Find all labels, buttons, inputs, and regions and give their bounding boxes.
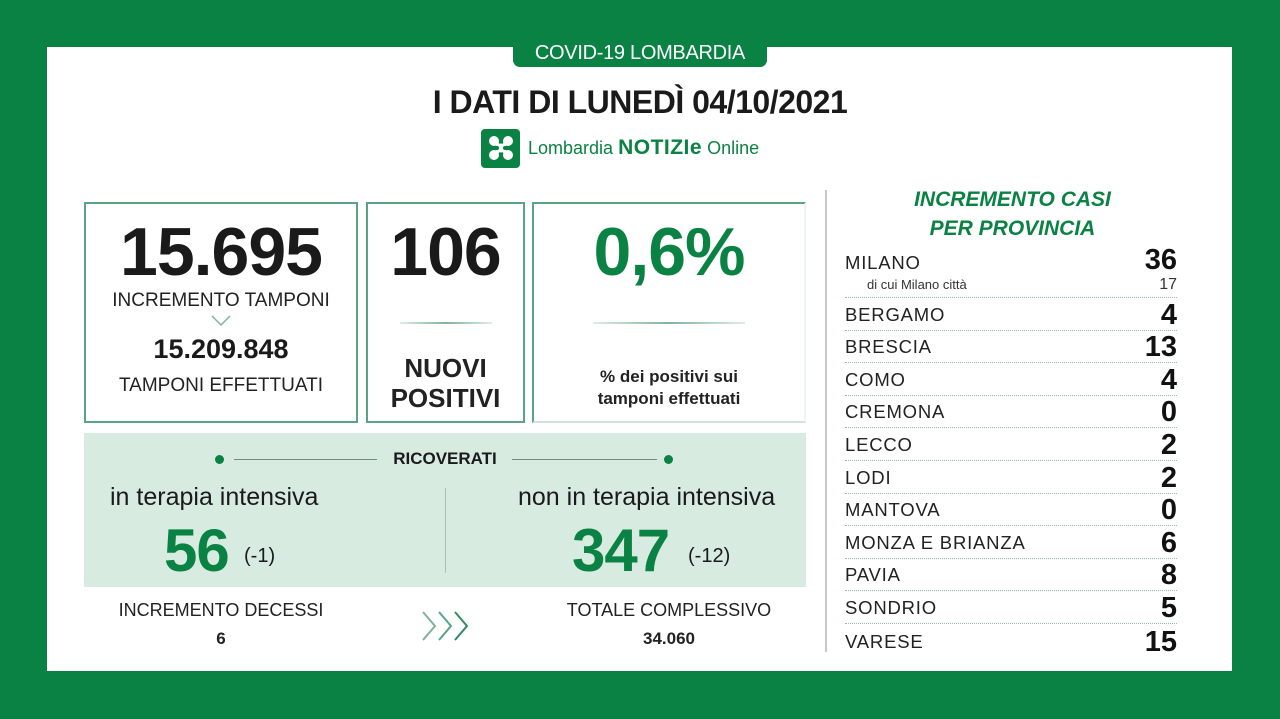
province-name: SONDRIO (845, 596, 937, 618)
province-row: SONDRIO 5 (845, 591, 1177, 624)
header-badge: COVID-19 LOMBARDIA (513, 40, 767, 67)
province-name: MANTOVA (845, 499, 941, 521)
lombardia-notizie-logo: Lombardia NOTIZIe Online (481, 128, 759, 168)
province-value: 2 (1160, 428, 1177, 461)
percentuale-box: 0,6% % dei positivi sui tamponi effettua… (532, 202, 806, 423)
divider (593, 322, 745, 324)
ricoverati-title: RICOVERATI (393, 449, 497, 468)
chevron-down-icon (86, 314, 356, 330)
non-terapia-intensiva-label: non in terapia intensiva (518, 483, 776, 511)
vertical-divider (445, 488, 446, 573)
province-row: CREMONA 0 (845, 396, 1177, 429)
province-row: MANTOVA 0 (845, 494, 1177, 527)
nuovi-positivi-label-line2: POSITIVI (390, 382, 501, 413)
ricoverati-header: RICOVERATI (84, 449, 806, 469)
percentuale-value: 0,6% (593, 214, 746, 290)
non-terapia-intensiva-value: 347 (572, 517, 670, 584)
province-value: 36 (1144, 244, 1177, 276)
lombardia-cross-icon (481, 128, 520, 168)
province-value: 8 (1160, 559, 1177, 592)
triple-chevron-right-icon (419, 608, 475, 649)
percentuale-label-line1: % dei positivi sui (600, 367, 738, 386)
province-title-line1: INCREMENTO CASI (914, 188, 1111, 211)
nuovi-positivi-label: NUOVI POSITIVI (368, 353, 523, 414)
province-value: 0 (1160, 494, 1177, 527)
province-row: VARESE 15 (845, 624, 1177, 657)
logo-text-online: Online (702, 138, 760, 158)
milano-citta-label: di cui Milano città (867, 277, 967, 292)
divider (399, 322, 492, 324)
province-row: LODI 2 (845, 461, 1177, 494)
milano-citta-value: 17 (1159, 276, 1177, 293)
province-value: 4 (1160, 363, 1177, 396)
province-name: LODI (845, 466, 892, 488)
province-value: 4 (1160, 298, 1177, 331)
dot-icon (664, 455, 673, 464)
page-title: I DATI DI LUNEDÌ 04/10/2021 (432, 84, 848, 120)
decessi-value: 6 (216, 629, 226, 648)
logo-text: Lombardia NOTIZIe Online (528, 136, 759, 160)
province-row: LECCO 2 (845, 428, 1177, 461)
nuovi-positivi-box: 106 NUOVI POSITIVI (366, 202, 525, 423)
province-list: MILANO 36 di cui Milano città 17 BERGAMO… (845, 245, 1177, 657)
province-name: VARESE (845, 630, 924, 652)
province-name: MILANO (845, 252, 921, 273)
province-row-milano: MILANO 36 di cui Milano città 17 (845, 245, 1177, 298)
province-value: 13 (1144, 331, 1177, 364)
terapia-intensiva-value: 56 (164, 517, 230, 584)
province-name: LECCO (845, 433, 913, 455)
province-title-line2: PER PROVINCIA (929, 217, 1096, 241)
nuovi-positivi-value: 106 (390, 214, 501, 290)
connector-line (234, 459, 377, 460)
nuovi-positivi-label-line1: NUOVI (404, 353, 487, 383)
logo-text-notizie: NOTIZIe (618, 136, 703, 159)
province-value: 5 (1160, 591, 1177, 624)
tamponi-total-value: 15.209.848 (153, 334, 289, 364)
totale-complessivo-label: TOTALE COMPLESSIVO (566, 600, 772, 620)
tamponi-increment-value: 15.695 (120, 214, 323, 290)
province-row: PAVIA 8 (845, 559, 1177, 592)
province-name: BRESCIA (845, 336, 932, 358)
province-value: 6 (1160, 526, 1177, 559)
decessi-label: INCREMENTO DECESSI (118, 600, 324, 620)
tamponi-increment-label: INCREMENTO TAMPONI (112, 290, 330, 311)
tamponi-box: 15.695 INCREMENTO TAMPONI 15.209.848 TAM… (84, 202, 358, 423)
province-value: 2 (1160, 461, 1177, 494)
province-row: MONZA E BRIANZA 6 (845, 526, 1177, 559)
connector-line (512, 459, 657, 460)
terapia-intensiva-delta: (-1) (244, 545, 276, 567)
ricoverati-panel: RICOVERATI in terapia intensiva 56 (-1) … (84, 433, 806, 587)
province-row: BRESCIA 13 (845, 331, 1177, 364)
province-value: 0 (1160, 396, 1177, 429)
tamponi-total-label: TAMPONI EFFETTUATI (118, 375, 324, 396)
province-name: PAVIA (845, 564, 901, 586)
logo-text-lombardia: Lombardia (528, 138, 619, 158)
province-name: COMO (845, 368, 906, 390)
province-row: BERGAMO 4 (845, 298, 1177, 331)
province-name: MONZA E BRIANZA (845, 531, 1026, 553)
totale-complessivo-value: 34.060 (643, 629, 695, 648)
province-title: INCREMENTO CASI PER PROVINCIA (860, 185, 1165, 244)
column-divider (825, 190, 827, 652)
province-value: 15 (1144, 625, 1177, 658)
province-name: BERGAMO (845, 303, 946, 325)
terapia-intensiva-label: in terapia intensiva (110, 483, 319, 511)
non-terapia-intensiva-delta: (-12) (688, 545, 731, 567)
province-name: CREMONA (845, 401, 946, 423)
dot-icon (215, 455, 224, 464)
percentuale-label-line2: tamponi effettuati (597, 389, 741, 409)
percentuale-label: % dei positivi sui tamponi effettuati (534, 366, 804, 410)
province-row: COMO 4 (845, 363, 1177, 396)
